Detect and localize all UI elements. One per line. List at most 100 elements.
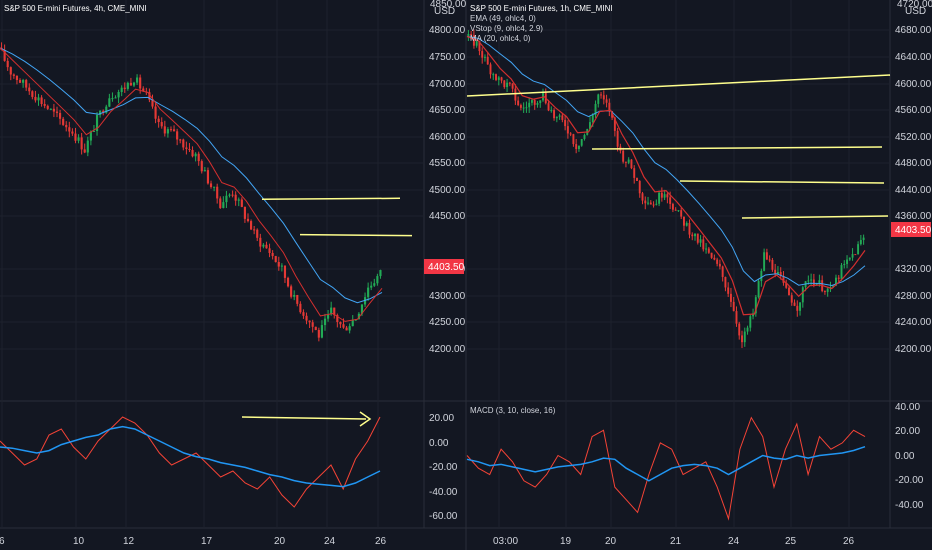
- candle-body: [9, 67, 12, 75]
- candle-body: [677, 210, 680, 212]
- candle-body: [92, 131, 96, 133]
- candle-body: [857, 244, 860, 255]
- candle-body: [160, 122, 163, 127]
- candle-body: [83, 149, 86, 153]
- candle-body: [638, 180, 641, 194]
- candle-body: [680, 210, 683, 217]
- candle-body: [357, 313, 360, 320]
- right-price-tick: 4200.00: [895, 344, 932, 355]
- right-price-badge-text: 4403.50: [895, 225, 932, 236]
- candle-body: [467, 34, 470, 37]
- candle-body: [807, 280, 810, 282]
- left-overlays: [0, 47, 413, 322]
- candle-body: [333, 307, 336, 316]
- right-time-axis[interactable]: 03:00 19 20 21 24 25 26: [493, 536, 855, 547]
- candle-body: [550, 110, 553, 112]
- candle-body: [256, 229, 259, 238]
- candle-body: [517, 100, 520, 106]
- candle-body: [139, 77, 142, 89]
- right-level-3: [741, 215, 889, 219]
- candle-body: [151, 99, 154, 107]
- candle-body: [55, 111, 59, 113]
- candle-body: [52, 108, 55, 112]
- candle-body: [176, 131, 179, 140]
- candle-body: [663, 194, 666, 198]
- candle-body: [163, 126, 166, 134]
- candle-body: [74, 133, 77, 141]
- candle-body: [685, 223, 688, 226]
- left-macd: [0, 411, 381, 508]
- candle-body: [812, 279, 815, 286]
- right-macd-title: MACD (3, 10, close, 16): [470, 406, 556, 415]
- candle-body: [336, 315, 339, 322]
- left-macd-tick: -40.00: [429, 487, 458, 498]
- candle-body: [754, 297, 757, 314]
- candle-body: [249, 221, 253, 230]
- candle-body: [525, 107, 528, 109]
- candle-body: [40, 97, 43, 105]
- candle-body: [43, 104, 46, 106]
- right-currency: USD: [905, 6, 926, 17]
- candle-body: [25, 80, 28, 88]
- left-price-tick: 4500.00: [429, 185, 466, 196]
- right-macd-tick: -20.00: [895, 475, 924, 486]
- candle-body: [810, 279, 813, 281]
- macd-signal-line: [466, 445, 866, 482]
- left-price-tick: 4250.00: [429, 317, 466, 328]
- candle-body: [114, 97, 117, 99]
- candle-body: [774, 269, 777, 275]
- candle-body: [572, 134, 575, 145]
- candle-body: [206, 170, 210, 184]
- candle-body: [65, 124, 68, 128]
- right-macd-axis[interactable]: 40.00 20.00 0.00 -20.00 -40.00: [895, 402, 924, 511]
- right-price-tick: 4560.00: [895, 105, 932, 116]
- candle-body: [735, 311, 738, 324]
- right-macd-tick: 0.00: [895, 451, 915, 462]
- candle-body: [367, 287, 370, 298]
- right-price-axis[interactable]: 4680.00 4640.00 4600.00 4560.00 4520.00 4480.…: [895, 25, 932, 355]
- left-time-axis[interactable]: 6 10 12 17 20 24 26: [0, 536, 387, 547]
- candle-body: [597, 94, 600, 104]
- candle-body: [738, 323, 741, 336]
- candle-body: [265, 244, 268, 249]
- candle-body: [702, 239, 705, 250]
- candle-body: [376, 276, 379, 284]
- left-ema-line: [0, 47, 383, 304]
- left-time-tick: 12: [123, 536, 135, 547]
- candle-body: [832, 285, 835, 288]
- candle-body: [478, 41, 481, 52]
- candle-body: [835, 277, 837, 286]
- candle-body: [99, 110, 102, 115]
- candle-body: [472, 35, 475, 46]
- left-support-level-1: [261, 197, 401, 201]
- candle-body: [323, 318, 327, 326]
- candle-body: [71, 131, 74, 134]
- candle-body: [558, 115, 561, 117]
- left-price-badge-text: 4403.50: [428, 262, 465, 273]
- candle-body: [682, 216, 685, 226]
- candle-body: [136, 77, 139, 83]
- candle-body: [46, 105, 49, 109]
- left-time-tick: 10: [73, 536, 85, 547]
- candle-body: [624, 161, 627, 163]
- right-vstop-line: [466, 35, 866, 316]
- candle-body: [671, 203, 674, 210]
- candle-body: [117, 91, 120, 98]
- candle-body: [166, 129, 169, 134]
- left-price-tick: 4600.00: [429, 132, 466, 143]
- candle-body: [649, 202, 652, 205]
- candle-body: [752, 313, 755, 317]
- candle-body: [58, 112, 62, 119]
- candle-body: [262, 244, 265, 247]
- right-price-badge: [891, 222, 931, 237]
- left-macd-axis[interactable]: 20.00 0.00 -20.00 -40.00 -60.00: [429, 413, 458, 522]
- candle-body: [818, 280, 821, 284]
- right-legend-ma: MA (20, ohlc4, 0): [470, 34, 531, 43]
- left-price-tick: 4750.00: [429, 52, 466, 63]
- candle-body: [342, 324, 345, 328]
- candle-body: [647, 202, 650, 204]
- candle-body: [757, 281, 760, 298]
- candle-body: [840, 265, 843, 279]
- candle-body: [108, 98, 111, 107]
